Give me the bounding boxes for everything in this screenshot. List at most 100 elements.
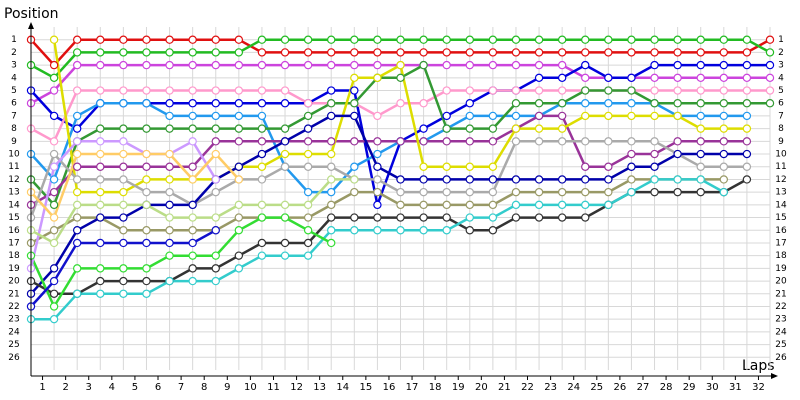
lap-point (350, 48, 359, 57)
lap-point (96, 149, 105, 159)
lap-point (49, 35, 59, 44)
lap-point (49, 200, 59, 210)
lap-point (142, 48, 151, 57)
lap-point (511, 213, 521, 222)
lap-point (119, 86, 128, 95)
lap-point (142, 86, 151, 95)
lap-point (604, 200, 613, 210)
lap-point (396, 99, 405, 108)
lap-point (119, 48, 128, 57)
x-tick-label: 14 (336, 382, 349, 393)
lap-point (696, 124, 705, 133)
lap-point (696, 60, 705, 70)
lap-point (627, 48, 636, 57)
lap-point (72, 238, 82, 248)
lap-point (165, 149, 174, 159)
lap-point (72, 162, 82, 171)
lap-point (280, 238, 290, 248)
lap-point (511, 99, 521, 108)
lap-point (557, 48, 567, 57)
lap-point (488, 124, 498, 133)
x-tick-label: 3 (86, 382, 92, 393)
lap-point (419, 99, 428, 108)
lap-point (211, 149, 220, 159)
lap-point (419, 187, 428, 197)
lap-point (604, 35, 613, 44)
lap-point (327, 48, 336, 57)
lap-point (257, 162, 267, 171)
lap-point (465, 187, 474, 197)
lap-point (696, 86, 705, 95)
lap-point (419, 200, 428, 210)
lap-point (442, 86, 451, 95)
lap-point (511, 35, 521, 44)
lap-point (327, 175, 336, 184)
lap-point (96, 200, 105, 210)
lap-point (373, 187, 382, 197)
lap-point (188, 276, 197, 286)
lap-point (72, 111, 82, 121)
lap-point (557, 111, 567, 121)
lap-point (142, 276, 151, 286)
lap-point (373, 60, 382, 70)
lap-point (234, 200, 244, 210)
lap-point (96, 60, 105, 70)
lap-point (373, 111, 382, 121)
y-tick-label: 5 (11, 86, 17, 96)
lap-point (303, 200, 313, 210)
lap-point (719, 187, 729, 197)
lap-point (581, 162, 590, 171)
lap-point (350, 175, 359, 184)
x-tick-label: 7 (178, 382, 184, 393)
lap-point (604, 99, 613, 108)
lap-point (165, 276, 174, 286)
lap-point (627, 137, 636, 146)
lap-point (350, 60, 359, 70)
lap-point (696, 175, 705, 184)
lap-point (234, 226, 244, 235)
lap-point (211, 251, 220, 260)
lap-point (673, 149, 682, 159)
lap-point (303, 60, 313, 70)
lap-point (534, 99, 544, 108)
x-tick-label: 19 (452, 382, 465, 393)
lap-point (327, 200, 336, 210)
x-tick-label: 25 (590, 382, 603, 393)
lap-point (234, 48, 244, 57)
lap-point (280, 60, 290, 70)
lap-point (442, 175, 451, 184)
lap-point (765, 35, 775, 44)
lap-point (350, 73, 359, 83)
y-tick-label: 4 (11, 73, 17, 83)
lap-point (719, 175, 729, 184)
lap-point (627, 86, 636, 95)
lap-point (673, 99, 682, 108)
lap-point (488, 35, 498, 44)
lap-point (419, 124, 428, 133)
lap-point (142, 162, 151, 171)
y-tick-label: 15 (8, 213, 19, 223)
lap-point (188, 226, 197, 235)
lap-point (165, 99, 174, 108)
lap-point (719, 99, 729, 108)
y-tick-label-right: 26 (775, 353, 787, 363)
lap-point (188, 175, 197, 184)
y-tick-label-right: 4 (778, 73, 784, 83)
y-tick-label-right: 19 (775, 264, 787, 274)
x-tick-label: 2 (62, 382, 68, 393)
lap-point (373, 226, 382, 235)
lap-point (396, 73, 405, 83)
lap-point (142, 124, 151, 133)
lap-point (188, 111, 197, 121)
lap-point (396, 60, 405, 70)
y-tick-label-right: 2 (778, 48, 784, 58)
lap-point (442, 226, 451, 235)
lap-point (211, 86, 220, 95)
lap-point (280, 213, 290, 222)
y-tick-label: 2 (11, 48, 17, 58)
lap-point (627, 111, 636, 121)
lap-point (419, 175, 428, 184)
lap-point (442, 162, 451, 171)
lap-point (419, 60, 428, 70)
